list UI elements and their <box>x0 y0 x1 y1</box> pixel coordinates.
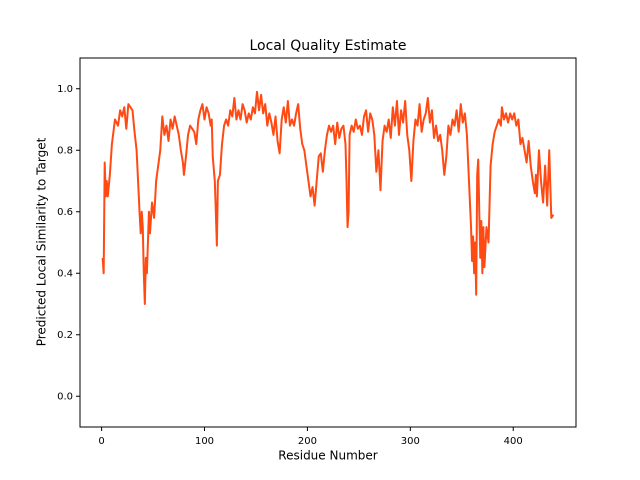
x-tick-label: 0 <box>98 436 104 447</box>
y-tick-label: 0.0 <box>57 391 73 402</box>
x-tick-label: 400 <box>504 436 523 447</box>
y-tick-label: 0.6 <box>57 207 73 218</box>
series-line <box>101 90 555 305</box>
y-tick-label: 1.0 <box>57 84 73 95</box>
x-tick-label: 200 <box>298 436 317 447</box>
y-tick-label: 0.8 <box>57 145 73 156</box>
x-tick-label: 300 <box>401 436 420 447</box>
y-tick-label: 0.4 <box>57 268 73 279</box>
y-axis-label: Predicted Local Similarity to Target <box>35 137 49 346</box>
x-axis-label: Residue Number <box>278 449 377 463</box>
y-tick-label: 0.2 <box>57 330 73 341</box>
chart-title: Local Quality Estimate <box>249 38 406 54</box>
x-tick-label: 100 <box>195 436 214 447</box>
plot-frame <box>79 57 577 428</box>
